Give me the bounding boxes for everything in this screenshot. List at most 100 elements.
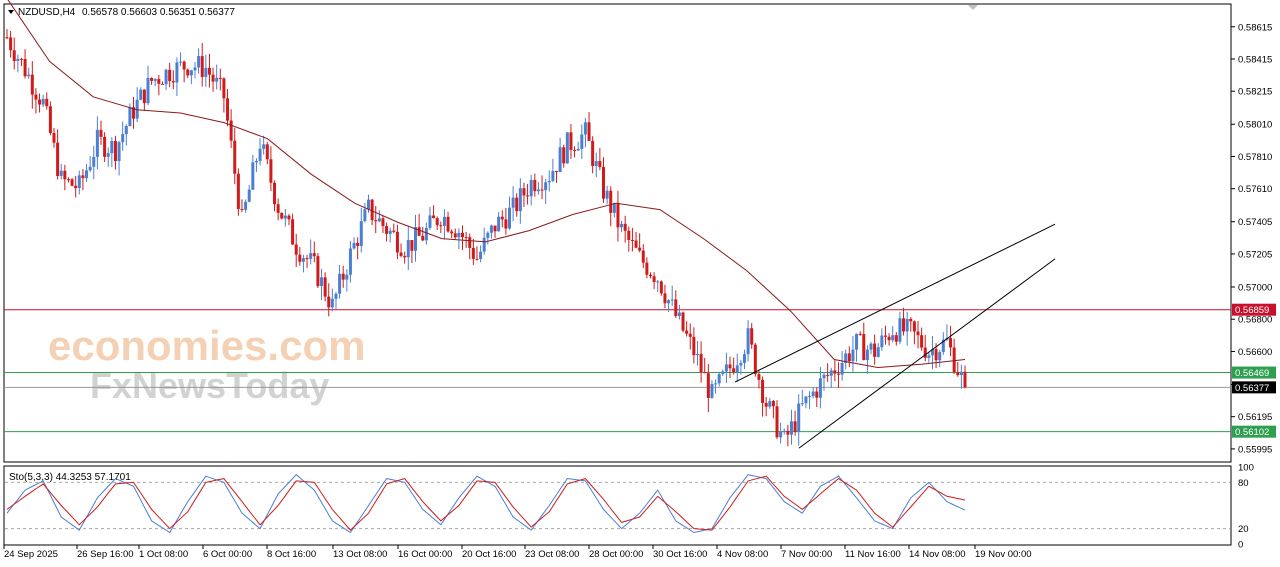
candle-body[interactable] xyxy=(605,190,609,199)
candle-body[interactable] xyxy=(515,197,519,212)
candle-body[interactable] xyxy=(554,171,558,173)
candle-body[interactable] xyxy=(869,343,873,350)
candle-body[interactable] xyxy=(204,67,208,77)
candle-body[interactable] xyxy=(638,247,642,251)
candle-body[interactable] xyxy=(442,216,446,226)
candle-body[interactable] xyxy=(334,293,338,299)
candle-body[interactable] xyxy=(670,299,674,301)
candle-body[interactable] xyxy=(338,273,342,294)
candle-body[interactable] xyxy=(648,274,652,277)
candle-body[interactable] xyxy=(836,373,840,375)
candle-body[interactable] xyxy=(81,175,85,179)
candle-body[interactable] xyxy=(182,61,186,70)
candle-body[interactable] xyxy=(16,58,20,61)
candle-body[interactable] xyxy=(627,230,631,240)
candle-body[interactable] xyxy=(85,170,89,179)
candle-body[interactable] xyxy=(497,216,501,232)
candle-body[interactable] xyxy=(457,232,461,238)
candle-body[interactable] xyxy=(229,120,233,141)
candle-body[interactable] xyxy=(211,74,215,82)
candle-body[interactable] xyxy=(724,364,728,372)
candle-body[interactable] xyxy=(507,207,511,229)
candle-body[interactable] xyxy=(341,273,345,280)
candle-body[interactable] xyxy=(547,180,551,183)
candle-body[interactable] xyxy=(117,142,121,162)
candle-body[interactable] xyxy=(952,347,956,372)
candle-body[interactable] xyxy=(486,232,490,238)
candle-body[interactable] xyxy=(583,122,587,135)
candle-body[interactable] xyxy=(891,335,895,341)
candle-body[interactable] xyxy=(132,107,136,119)
candle-body[interactable] xyxy=(77,175,81,189)
candle-body[interactable] xyxy=(902,318,906,332)
candle-body[interactable] xyxy=(392,230,396,232)
candle-body[interactable] xyxy=(280,212,284,219)
candle-body[interactable] xyxy=(385,226,389,234)
candle-body[interactable] xyxy=(493,225,497,232)
candle-body[interactable] xyxy=(685,330,689,334)
candle-body[interactable] xyxy=(612,202,616,213)
candle-body[interactable] xyxy=(70,179,74,186)
stochastic-panel[interactable] xyxy=(3,465,1232,546)
candle-body[interactable] xyxy=(406,240,410,258)
candle-body[interactable] xyxy=(887,336,891,341)
candle-body[interactable] xyxy=(956,371,960,376)
candle-body[interactable] xyxy=(291,219,295,245)
candle-body[interactable] xyxy=(189,70,193,76)
candle-body[interactable] xyxy=(782,430,786,432)
candle-body[interactable] xyxy=(150,78,154,81)
candle-body[interactable] xyxy=(99,129,103,137)
candle-body[interactable] xyxy=(244,201,248,210)
candle-body[interactable] xyxy=(175,62,179,83)
candle-body[interactable] xyxy=(160,83,164,85)
candle-body[interactable] xyxy=(959,371,963,376)
candle-body[interactable] xyxy=(421,235,425,241)
candle-body[interactable] xyxy=(865,349,869,361)
candle-body[interactable] xyxy=(829,370,833,376)
candle-body[interactable] xyxy=(207,67,211,75)
candle-body[interactable] xyxy=(949,338,953,348)
candle-body[interactable] xyxy=(59,170,63,177)
candle-body[interactable] xyxy=(417,227,421,236)
candle-body[interactable] xyxy=(511,197,515,208)
candle-body[interactable] xyxy=(938,352,942,361)
candle-body[interactable] xyxy=(283,215,287,219)
candle-body[interactable] xyxy=(822,374,826,379)
candle-body[interactable] xyxy=(797,403,801,432)
candle-body[interactable] xyxy=(439,225,443,227)
candle-body[interactable] xyxy=(786,430,790,435)
candle-body[interactable] xyxy=(851,349,855,362)
candle-body[interactable] xyxy=(48,106,52,134)
candle-body[interactable] xyxy=(309,253,313,259)
candle-body[interactable] xyxy=(215,77,219,82)
candle-body[interactable] xyxy=(858,333,862,335)
candle-body[interactable] xyxy=(240,208,244,210)
candle-body[interactable] xyxy=(128,107,132,127)
candle-body[interactable] xyxy=(19,58,23,60)
candle-body[interactable] xyxy=(135,99,139,119)
candle-body[interactable] xyxy=(298,254,302,262)
candle-body[interactable] xyxy=(121,134,125,143)
candle-body[interactable] xyxy=(656,281,660,283)
candle-body[interactable] xyxy=(63,170,67,180)
candle-body[interactable] xyxy=(710,384,714,398)
candle-body[interactable] xyxy=(254,160,258,163)
candle-body[interactable] xyxy=(316,256,320,287)
candle-body[interactable] xyxy=(56,142,60,177)
candle-body[interactable] xyxy=(92,156,96,167)
candle-body[interactable] xyxy=(446,216,450,232)
candle-body[interactable] xyxy=(569,132,573,150)
candle-body[interactable] xyxy=(124,126,128,135)
candle-body[interactable] xyxy=(800,403,804,405)
candle-body[interactable] xyxy=(862,334,866,361)
candle-body[interactable] xyxy=(681,312,685,331)
candle-body[interactable] xyxy=(348,248,352,275)
candle-body[interactable] xyxy=(840,362,844,375)
candle-body[interactable] xyxy=(428,215,432,228)
candle-body[interactable] xyxy=(909,318,913,322)
candle-body[interactable] xyxy=(793,421,797,432)
candle-body[interactable] xyxy=(197,56,201,68)
candle-body[interactable] xyxy=(9,37,13,51)
candle-body[interactable] xyxy=(847,353,851,362)
candle-body[interactable] xyxy=(222,78,226,99)
